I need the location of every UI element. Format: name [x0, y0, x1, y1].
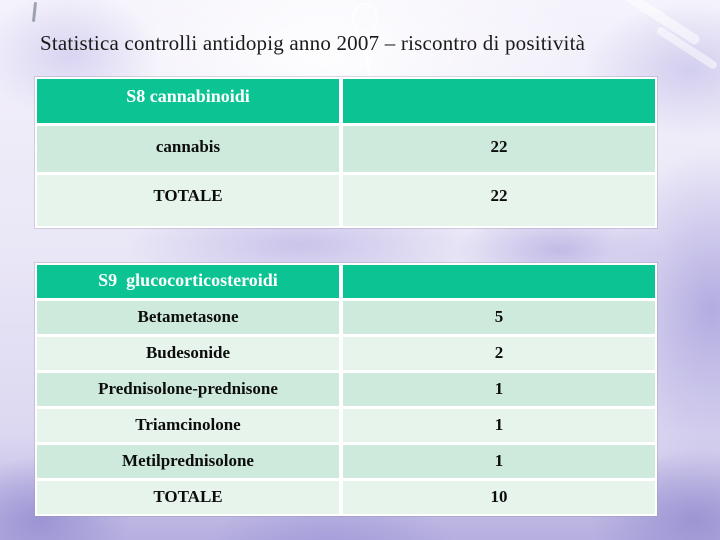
row-label: Metilprednisolone	[37, 445, 339, 478]
table-header-value-cell	[343, 265, 655, 298]
row-label: TOTALE	[37, 481, 339, 514]
table-row: Betametasone 5	[37, 301, 655, 334]
spoon-decor-icon	[352, 3, 378, 37]
table-header-row: S8 cannabinoidi	[37, 79, 655, 123]
table-row-total: TOTALE 10	[37, 481, 655, 514]
row-value: 10	[343, 481, 655, 514]
table-row: Metilprednisolone 1	[37, 445, 655, 478]
slide-title: Statistica controlli antidopig anno 2007…	[40, 31, 586, 55]
row-label: TOTALE	[37, 175, 339, 226]
row-value: 22	[343, 126, 655, 172]
row-label: Triamcinolone	[37, 409, 339, 442]
row-value: 22	[343, 175, 655, 226]
stem-decor-icon	[31, 1, 38, 23]
row-value: 1	[343, 409, 655, 442]
table-s9-glucocorticosteroidi: S9 glucocorticosteroidi Betametasone 5 B…	[35, 263, 657, 516]
row-value: 5	[343, 301, 655, 334]
table-row: Triamcinolone 1	[37, 409, 655, 442]
row-value: 1	[343, 373, 655, 406]
table-row: Budesonide 2	[37, 337, 655, 370]
table-s8-cannabinoidi: S8 cannabinoidi cannabis 22 TOTALE 22	[35, 77, 657, 228]
row-value: 2	[343, 337, 655, 370]
table-header-category: S8 cannabinoidi	[37, 79, 339, 123]
table-row: Prednisolone-prednisone 1	[37, 373, 655, 406]
row-label: Budesonide	[37, 337, 339, 370]
table-row: cannabis 22	[37, 126, 655, 172]
table-header-value-cell	[343, 79, 655, 123]
row-label: Betametasone	[37, 301, 339, 334]
row-label: Prednisolone-prednisone	[37, 373, 339, 406]
leaf-decor-icon	[618, 0, 702, 47]
table-header-category: S9 glucocorticosteroidi	[37, 265, 339, 298]
table-row-total: TOTALE 22	[37, 175, 655, 226]
table-header-row: S9 glucocorticosteroidi	[37, 265, 655, 298]
row-label: cannabis	[37, 126, 339, 172]
row-value: 1	[343, 445, 655, 478]
